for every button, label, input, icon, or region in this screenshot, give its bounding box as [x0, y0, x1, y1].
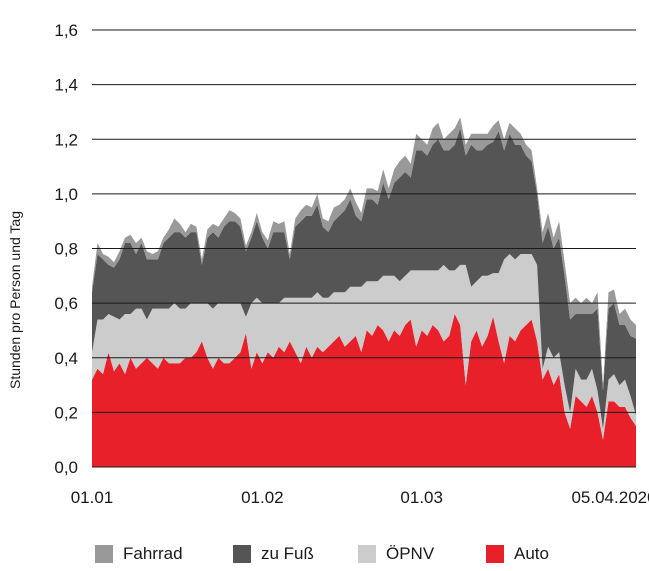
- legend-item: ÖPNV: [358, 540, 434, 568]
- legend: Fahrrad zu Fuß ÖPNV Auto: [0, 540, 649, 568]
- area-fahrrad: [92, 117, 636, 391]
- x-tick-labels: 01.01 01.02 01.03 05.04.2020: [71, 488, 649, 507]
- y-tick-label: 1,2: [54, 130, 78, 149]
- x-tick-label: 05.04.2020: [571, 488, 649, 507]
- legend-item: Auto: [486, 540, 549, 568]
- gridlines: [92, 29, 636, 468]
- area-auto: [92, 314, 636, 467]
- legend-swatch: [358, 545, 376, 563]
- legend-label: Fahrrad: [123, 544, 183, 563]
- y-tick-label: 1,4: [54, 76, 78, 95]
- x-tick-label: 01.01: [71, 488, 114, 507]
- y-tick-label: 0,6: [54, 294, 78, 313]
- area-öpnv: [92, 254, 636, 440]
- legend-swatch: [486, 545, 504, 563]
- legend-item: zu Fuß: [233, 540, 314, 568]
- area-zu-fuß: [92, 128, 636, 429]
- y-tick-label: 0,4: [54, 349, 78, 368]
- x-tick-label: 01.02: [241, 488, 284, 507]
- y-tick-labels: 0,0 0,2 0,4 0,6 0,8 1,0 1,2 1,4 1,6: [54, 21, 78, 477]
- y-tick-label: 0,8: [54, 240, 78, 259]
- legend-label: Auto: [514, 544, 549, 563]
- legend-label: ÖPNV: [386, 544, 435, 563]
- y-tick-label: 1,0: [54, 185, 78, 204]
- legend-item: Fahrrad: [95, 540, 183, 568]
- y-tick-label: 1,6: [54, 21, 78, 40]
- legend-swatch: [233, 545, 251, 563]
- y-axis-label: Stunden pro Person und Tag: [7, 211, 23, 389]
- area-layers: [92, 117, 636, 467]
- y-tick-label: 0,2: [54, 403, 78, 422]
- x-tick-label: 01.03: [400, 488, 443, 507]
- legend-swatch: [95, 545, 113, 563]
- legend-label: zu Fuß: [261, 544, 314, 563]
- y-tick-label: 0,0: [54, 458, 78, 477]
